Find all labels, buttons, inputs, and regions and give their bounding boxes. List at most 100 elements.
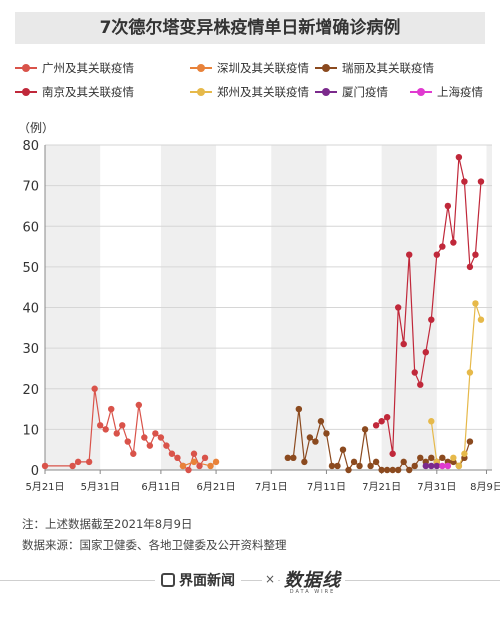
data-point xyxy=(85,458,93,466)
notes: 注：上述数据截至2021年8月9日 数据来源：国家卫健委、各地卫健委及公开资料整… xyxy=(22,514,287,556)
data-point xyxy=(361,426,369,433)
data-point xyxy=(119,422,126,429)
data-point xyxy=(130,450,137,457)
x-tick-label: 7月1日 xyxy=(255,481,288,493)
data-point xyxy=(146,442,154,449)
data-point xyxy=(135,401,143,409)
x-tick-label: 5月21日 xyxy=(25,481,64,493)
data-point xyxy=(383,413,391,421)
note-cutoff: 注：上述数据截至2021年8月9日 xyxy=(22,517,193,531)
data-point xyxy=(306,434,314,441)
data-point xyxy=(383,466,391,474)
legend-item: 广州及其关联疫情 xyxy=(15,60,134,76)
data-point xyxy=(301,458,308,466)
data-point xyxy=(428,454,435,462)
data-point xyxy=(394,466,402,474)
data-point xyxy=(152,430,159,437)
data-point xyxy=(174,454,181,462)
times-sign: × xyxy=(262,572,279,586)
brand-name: 界面新闻 xyxy=(179,573,235,589)
legend-label: 深圳及其关联疫情 xyxy=(217,61,309,75)
data-point xyxy=(378,466,385,474)
data-point xyxy=(461,450,468,457)
data-point xyxy=(439,454,446,462)
data-point xyxy=(466,263,474,271)
data-point xyxy=(102,426,109,433)
data-point xyxy=(466,438,474,445)
data-point xyxy=(444,462,452,470)
legend-label: 郑州及其关联疫情 xyxy=(217,85,309,99)
data-point xyxy=(450,239,457,246)
data-point xyxy=(179,462,187,470)
data-point xyxy=(96,422,104,429)
data-point xyxy=(372,458,380,466)
legend-label: 南京及其关联疫情 xyxy=(42,85,134,99)
data-point xyxy=(201,454,209,462)
data-point xyxy=(69,462,76,470)
data-point xyxy=(157,434,165,441)
data-point xyxy=(472,300,479,307)
legend-item: 厦门疫情 xyxy=(315,84,388,100)
partner-logo: 数据线 DATA WIRE xyxy=(280,566,345,595)
brand-icon xyxy=(161,573,175,587)
series-line xyxy=(430,303,482,468)
data-point xyxy=(466,369,474,376)
data-point xyxy=(406,251,413,258)
data-point xyxy=(124,438,131,445)
legend-item: 瑞丽及其关联疫情 xyxy=(315,60,434,76)
y-tick-label: 30 xyxy=(22,342,39,357)
series-line xyxy=(182,461,217,467)
data-point xyxy=(378,418,385,425)
data-point xyxy=(477,178,485,185)
data-point xyxy=(207,462,214,470)
chart-title: 7次德尔塔变异株疫情单日新增确诊病例 xyxy=(15,12,485,44)
data-point xyxy=(417,454,424,462)
data-point xyxy=(433,462,441,470)
data-point xyxy=(74,458,82,466)
y-tick-label: 70 xyxy=(22,180,39,195)
series-line xyxy=(375,157,482,454)
y-tick-label: 50 xyxy=(22,261,39,276)
data-point xyxy=(185,466,192,474)
data-point xyxy=(108,405,115,413)
data-point xyxy=(406,466,413,474)
x-tick-label: 7月21日 xyxy=(362,481,401,493)
legend-label: 厦门疫情 xyxy=(342,85,388,99)
data-point xyxy=(439,462,446,470)
data-point xyxy=(163,442,170,449)
data-point xyxy=(41,462,49,470)
data-point xyxy=(433,251,441,258)
x-tick-label: 7月11日 xyxy=(307,481,346,493)
x-tick-label: 7月31日 xyxy=(417,481,456,493)
data-point xyxy=(411,462,418,470)
legend-swatch xyxy=(190,86,212,98)
x-tick-label: 8月9日 xyxy=(470,481,500,493)
data-point xyxy=(372,422,380,429)
legend-item: 上海疫情 xyxy=(410,84,483,100)
data-point xyxy=(290,454,297,462)
legend-label: 广州及其关联疫情 xyxy=(42,61,134,75)
y-tick-label: 20 xyxy=(22,383,39,398)
data-point xyxy=(455,153,463,161)
data-point xyxy=(455,462,463,470)
data-point xyxy=(461,178,468,185)
legend-swatch xyxy=(315,62,337,74)
x-tick-label: 6月21日 xyxy=(197,481,236,493)
data-point xyxy=(339,446,347,453)
data-point xyxy=(389,450,396,457)
data-point xyxy=(312,438,319,445)
data-point xyxy=(168,450,176,457)
data-point xyxy=(113,430,120,437)
legend-item: 深圳及其关联疫情 xyxy=(190,60,309,76)
data-point xyxy=(317,418,325,425)
data-point xyxy=(411,369,418,376)
legend-label: 瑞丽及其关联疫情 xyxy=(342,61,434,75)
data-point xyxy=(284,454,292,462)
data-point xyxy=(428,418,435,425)
data-point xyxy=(400,458,407,466)
data-point xyxy=(367,462,374,470)
data-point xyxy=(389,466,396,474)
data-point xyxy=(394,304,402,311)
data-point xyxy=(428,316,435,323)
